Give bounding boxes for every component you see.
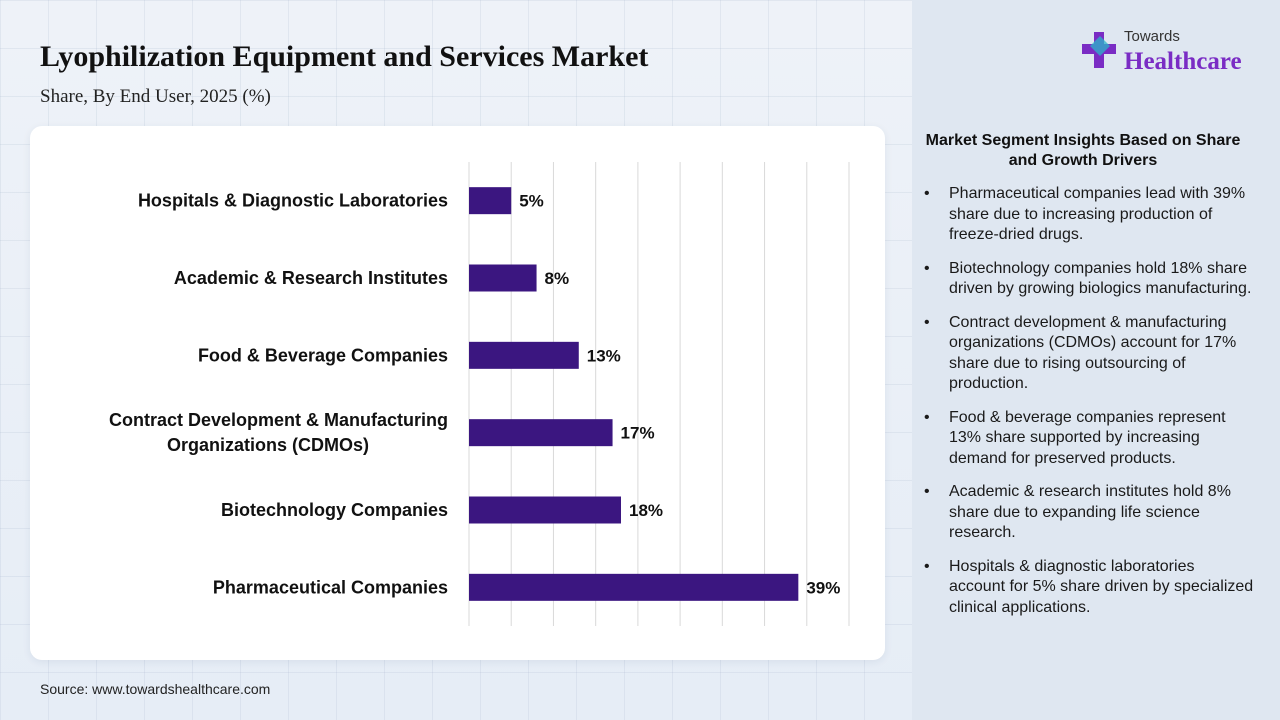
bar-chart: 5% Hospitals & Diagnostic Laboratories 8% A… [109,162,850,626]
logo-text-big: Healthcare [1124,48,1242,75]
page-subtitle: Share, By End User, 2025 (%) [40,86,271,107]
insights-panel [912,0,1280,720]
category-label: Food & Beverage Companies [198,345,448,365]
bar [469,264,537,292]
page-title: Lyophilization Equipment and Services Ma… [40,40,649,73]
insight-text: Academic & research institutes hold 8% s… [949,483,1231,541]
insight-text: Contract development & manufacturing org… [949,313,1237,393]
bar [469,496,621,524]
value-label: 18% [629,501,663,520]
category-label: Organizations (CDMOs) [167,435,369,455]
bullet-icon: • [924,313,930,331]
bullet-icon: • [924,408,930,426]
bullet-icon: • [924,185,930,202]
category-label: Biotechnology Companies [221,500,448,520]
insight-text: Food & beverage companies represent 13% … [949,408,1226,467]
category-label: Pharmaceutical Companies [213,577,448,597]
logo-text-small: Towards [1124,28,1180,45]
bar [469,341,579,369]
chart-card: 5% Hospitals & Diagnostic Laboratories 8% A… [30,126,885,660]
category-label: Hospitals & Diagnostic Laboratories [138,191,448,211]
bar [469,419,613,447]
insight-text: Hospitals & diagnostic laboratories acco… [949,557,1254,616]
bar [469,187,512,215]
value-label: 13% [587,346,621,365]
bullet-icon: • [924,557,930,575]
value-label: 5% [519,192,544,211]
insights-list: • Pharmaceutical companies lead with 39% … [924,184,1254,631]
medical-cross-icon [1082,32,1116,68]
insight-item: • Biotechnology companies hold 18% share … [924,259,1254,300]
insight-item: • Pharmaceutical companies lead with 39% … [924,184,1254,246]
insight-item: • Hospitals & diagnostic laboratories acc… [924,557,1254,619]
bullet-icon: • [924,483,930,500]
insight-text: Pharmaceutical companies lead with 39% s… [949,185,1246,243]
value-label: 39% [806,578,840,597]
category-label: Contract Development & Manufacturing [109,410,448,430]
bullet-icon: • [924,259,930,277]
source-note: Source: www.towardshealthcare.com [40,681,271,697]
category-label: Academic & Research Institutes [174,268,448,288]
value-label: 17% [621,424,655,443]
bar [469,573,799,601]
insights-title: Market Segment Insights Based on Share a… [925,132,1241,169]
insight-text: Biotechnology companies hold 18% share d… [949,259,1252,298]
insight-item: • Academic & research institutes hold 8% … [924,482,1254,544]
value-label: 8% [545,269,570,288]
towards-healthcare-logo: Towards Healthcare [1080,28,1260,78]
insight-item: • Food & beverage companies represent 13%… [924,408,1254,470]
insight-item: • Contract development & manufacturing or… [924,313,1254,395]
